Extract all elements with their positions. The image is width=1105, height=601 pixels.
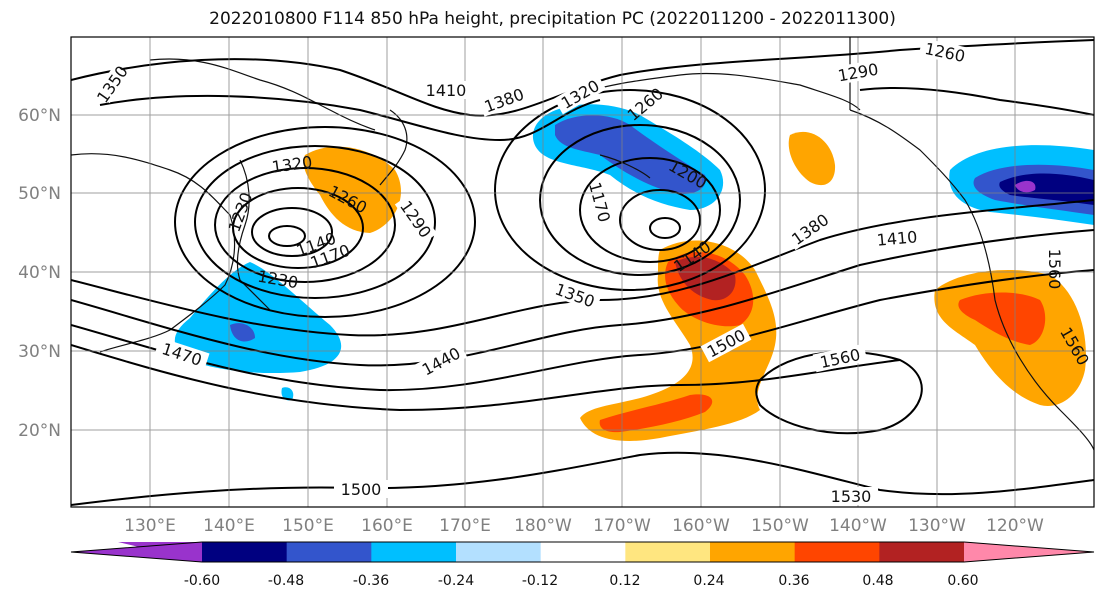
contour-low-6 bbox=[174, 126, 476, 318]
lon-label: 150°E bbox=[282, 516, 334, 536]
japan-coast bbox=[236, 159, 271, 311]
colorbar-swatch bbox=[625, 542, 711, 562]
coastlines bbox=[71, 37, 1094, 451]
colorbar-swatch bbox=[456, 542, 542, 562]
contour-1410 bbox=[71, 229, 1094, 367]
north-america-coast bbox=[849, 109, 1094, 451]
contour-label: 1410 bbox=[426, 81, 467, 100]
precip-shading bbox=[174, 104, 1094, 441]
lat-label-60: 60°N bbox=[18, 106, 61, 126]
lon-label: 120°W bbox=[986, 516, 1044, 536]
lat-label-50: 50°N bbox=[18, 184, 61, 204]
alaska-coast bbox=[559, 72, 861, 111]
lon-label: 160°E bbox=[361, 516, 413, 536]
colorbar-extend-max-arrow bbox=[964, 542, 1094, 562]
contour-low-5 bbox=[194, 145, 436, 299]
positive-anomaly-california-core bbox=[958, 292, 1046, 345]
colorbar: -0.60 -0.48 -0.36 -0.24 -0.12 0.12 0.24 … bbox=[70, 541, 1095, 589]
contour-1380 bbox=[99, 94, 601, 142]
negative-anomaly-small bbox=[281, 387, 294, 401]
contour-low-4 bbox=[214, 167, 396, 283]
colorbar-swatch bbox=[540, 542, 626, 562]
positive-anomaly-central-max bbox=[675, 256, 736, 301]
contour-label: 1410 bbox=[876, 227, 918, 249]
negative-core-japan bbox=[230, 323, 255, 342]
contour-label: 1500 bbox=[341, 480, 382, 499]
height-contours bbox=[71, 39, 1094, 506]
lon-label: 140°W bbox=[829, 516, 887, 536]
contour-low-b2 bbox=[619, 189, 701, 251]
colorbar-swatch bbox=[879, 542, 965, 562]
contour-low-b4 bbox=[539, 124, 741, 276]
lat-label-30: 30°N bbox=[18, 342, 61, 362]
contour-1290 bbox=[71, 39, 1094, 117]
colorbar-swatch bbox=[710, 542, 796, 562]
colorbar-swatch bbox=[371, 542, 457, 562]
colorbar-label: 0.12 bbox=[609, 573, 640, 589]
lon-label: 180°W bbox=[514, 516, 572, 536]
contour-1500 bbox=[71, 344, 901, 412]
negative-anomaly-northwest-core bbox=[1015, 180, 1036, 193]
lon-label: 170°W bbox=[593, 516, 651, 536]
map-content bbox=[71, 37, 1094, 506]
contour-1260-east bbox=[859, 87, 1094, 116]
siberia-coast bbox=[149, 58, 376, 131]
contour-label: 1530 bbox=[831, 487, 872, 506]
latitude-labels: 60°N 50°N 40°N 30°N 20°N bbox=[18, 106, 61, 441]
contour-1350 bbox=[71, 199, 1094, 337]
colorbar-swatch bbox=[794, 542, 880, 562]
contour-low-b3 bbox=[579, 157, 721, 263]
colorbar-label: -0.36 bbox=[353, 573, 389, 589]
map-frame bbox=[70, 36, 1095, 508]
contour-1530 bbox=[71, 451, 1094, 506]
asia-coast bbox=[71, 153, 236, 353]
lon-label: 160°W bbox=[672, 516, 730, 536]
lon-label: 140°E bbox=[203, 516, 255, 536]
contour-low-2 bbox=[251, 207, 333, 257]
colorbar-labels: -0.60 -0.48 -0.36 -0.24 -0.12 0.12 0.24 … bbox=[184, 573, 979, 589]
graticule bbox=[71, 37, 1094, 507]
colorbar-label: 0.36 bbox=[778, 573, 809, 589]
lon-label: 150°W bbox=[751, 516, 809, 536]
colorbar-label: 0.48 bbox=[862, 573, 893, 589]
positive-anomaly-gulf bbox=[788, 131, 836, 186]
lon-label: 130°W bbox=[908, 516, 966, 536]
colorbar-outline bbox=[70, 541, 1095, 563]
lon-label: 170°E bbox=[439, 516, 491, 536]
contour-low-b5 bbox=[494, 89, 766, 291]
aleutian-chain bbox=[599, 154, 651, 179]
colorbar-label: -0.24 bbox=[438, 573, 474, 589]
negative-anomaly-japan bbox=[174, 262, 342, 374]
lat-label-20: 20°N bbox=[18, 421, 61, 441]
colorbar-label: 0.60 bbox=[947, 573, 978, 589]
lon-label: 130°E bbox=[124, 516, 176, 536]
contour-low-3 bbox=[232, 187, 364, 269]
positive-anomaly-kamchatka bbox=[303, 146, 401, 233]
colorbar-label: -0.48 bbox=[268, 573, 304, 589]
longitude-labels: 130°E 140°E 150°E 160°E 170°E 180°W 170°… bbox=[124, 516, 1044, 536]
map-title: 2022010800 F114 850 hPa height, precipit… bbox=[209, 9, 896, 29]
colorbar-label: 0.24 bbox=[693, 573, 724, 589]
positive-anomaly-band bbox=[599, 394, 713, 433]
colorbar-label: -0.12 bbox=[522, 573, 558, 589]
contour-low-b1 bbox=[649, 217, 681, 239]
colorbar-swatch bbox=[286, 542, 372, 562]
colorbar-label: -0.60 bbox=[184, 573, 220, 589]
contour-label: 1560 bbox=[1045, 249, 1064, 290]
contour-low-1 bbox=[268, 225, 306, 247]
colorbar-extend-min-arrow bbox=[71, 542, 202, 562]
colorbar-swatches bbox=[202, 542, 965, 562]
colorbar-swatch bbox=[202, 542, 288, 562]
lat-label-40: 40°N bbox=[18, 263, 61, 283]
